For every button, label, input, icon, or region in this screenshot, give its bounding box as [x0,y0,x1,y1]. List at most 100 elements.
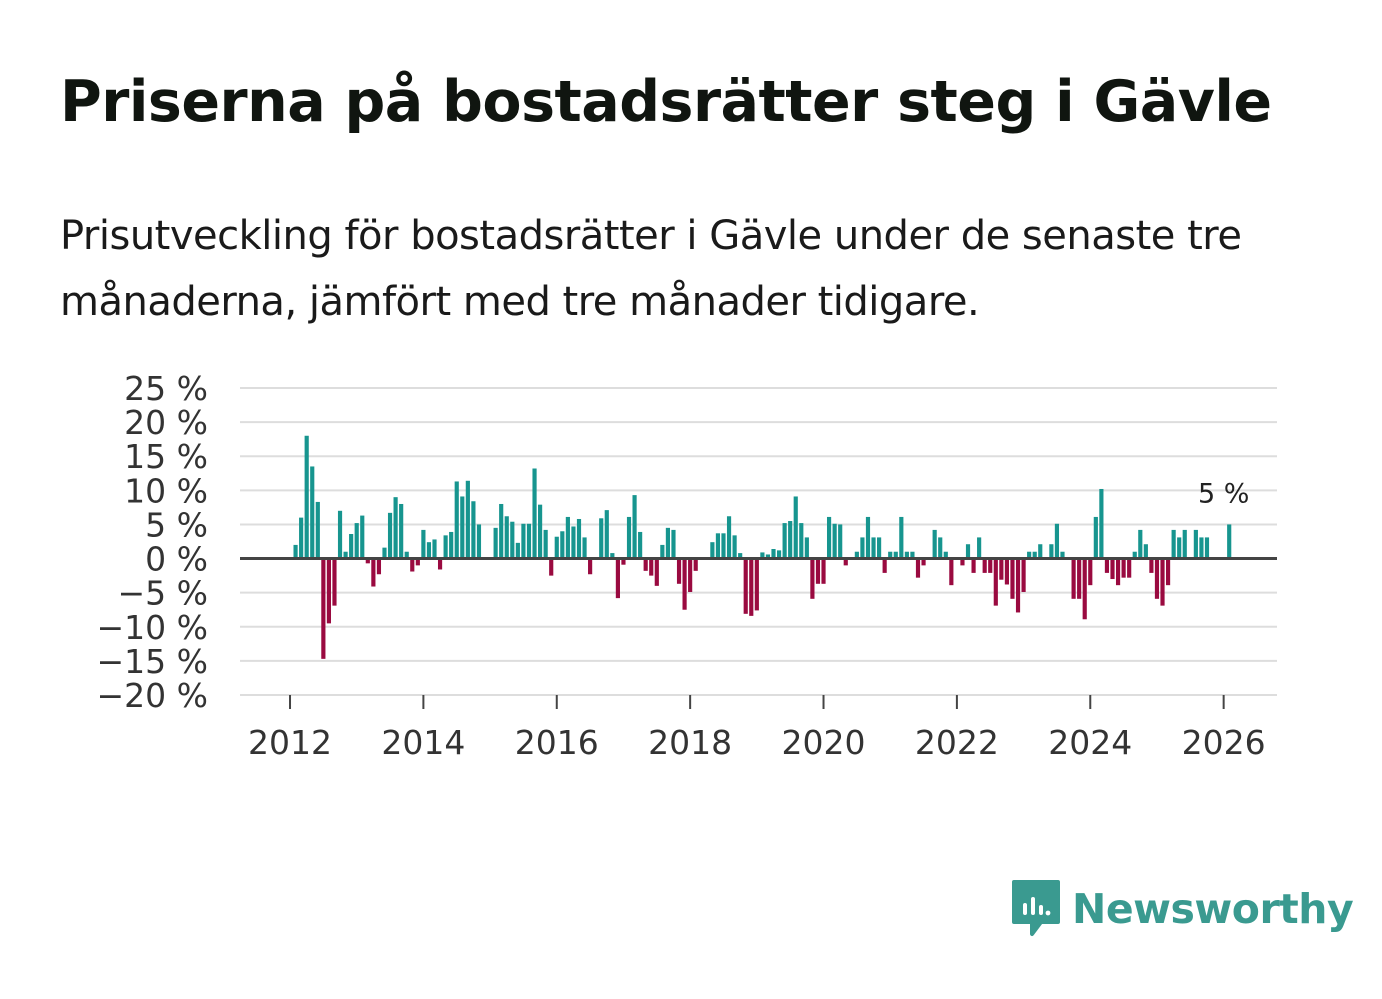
bar [443,535,448,559]
bar [510,521,515,559]
bar [349,534,354,559]
bar [382,547,387,559]
bar [538,504,543,559]
bar [1093,516,1098,559]
x-tick-label: 2014 [381,723,465,762]
bar [1077,558,1082,599]
bar [832,523,837,559]
bar [354,523,359,559]
bar [560,531,565,559]
bar [1021,558,1026,592]
bar [1010,558,1015,599]
y-tick-label: 10 % [124,471,208,510]
bar [371,558,376,587]
bar [360,515,365,559]
bar [565,516,570,559]
bar [432,539,437,559]
bar [1110,558,1115,580]
bar [921,558,926,566]
x-tick-label: 2020 [782,723,866,762]
bar [904,551,909,559]
bar-series [293,435,1232,659]
bar [1004,558,1009,585]
bar [554,536,559,559]
bar [993,558,998,606]
bar [449,531,454,559]
last-value-annotation: 5 % [1198,478,1249,509]
bar [471,501,476,559]
bar [1121,558,1126,578]
bar [754,558,759,611]
bar [299,517,304,559]
x-tick-label: 2024 [1048,723,1132,762]
chart-title: Priserna på bostadsrätter steg i Gävle [60,69,1272,135]
bar [588,558,593,575]
bar [504,516,509,559]
bar [1199,537,1204,559]
bar [1049,544,1054,559]
bar [782,523,787,559]
bar [426,542,432,559]
y-tick-label: 0 % [145,540,208,579]
bar [682,558,687,610]
bar [1132,551,1137,559]
bar [810,558,815,599]
bar [621,558,626,565]
bar [732,535,737,559]
bar [493,527,498,559]
bar [415,558,420,566]
bar [1138,529,1143,559]
bar [526,523,532,559]
bar [376,558,382,575]
bar [860,537,865,559]
newsworthy-logo: Newsworthy [1010,876,1354,942]
bar [854,551,859,559]
bar [1160,558,1165,606]
bar [1149,558,1154,573]
y-tick-label: 20 % [124,403,208,442]
bar [793,496,798,559]
bar [671,529,676,559]
bar [726,516,732,559]
newsworthy-logo-icon [1012,880,1060,936]
bar [599,518,604,559]
bar [615,558,620,599]
x-tick-label: 2016 [515,723,599,762]
bar [865,516,871,559]
bar [821,558,826,584]
bar [310,466,315,559]
bar [410,558,415,572]
bar [949,558,954,586]
bar [454,481,459,559]
bar [571,526,576,559]
bar [654,558,659,586]
bar [804,537,809,559]
y-tick-label: −20 % [97,676,209,715]
bar [404,551,409,559]
bar [610,553,615,559]
bar [1227,524,1232,559]
y-tick-label: 15 % [124,437,208,476]
bar-chart: 25 %20 %15 %10 %5 %0 %−5 %−10 %−15 %−20 … [97,369,1277,762]
bar [465,480,470,559]
bar [332,558,337,606]
bar [549,558,554,576]
bar [515,542,520,559]
bar [938,537,943,559]
bar [660,544,665,559]
x-tick-label: 2022 [915,723,999,762]
bar [888,551,893,559]
bar [1060,551,1065,559]
bar [1143,544,1148,559]
bar [1088,558,1093,586]
bar [1127,558,1132,578]
bar [710,542,715,559]
bar [460,496,465,559]
bar [982,558,987,573]
bar [604,510,609,559]
x-tick-label: 2018 [648,723,732,762]
bar [776,550,782,559]
bar [626,516,632,559]
bar [399,503,404,559]
bar [649,558,654,576]
